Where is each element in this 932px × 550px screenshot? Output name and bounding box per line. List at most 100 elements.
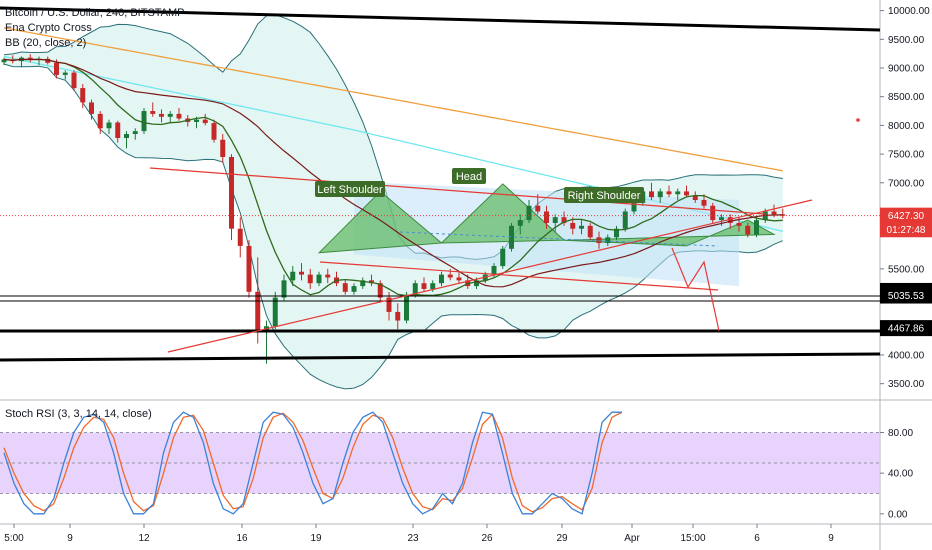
trendline-lower-black xyxy=(0,352,881,362)
price-tag: 6427.30 xyxy=(888,211,925,222)
stoch-tick-label: 80.00 xyxy=(888,428,913,439)
label-head[interactable]: Head xyxy=(456,171,482,183)
price-tick-label: 10000.00 xyxy=(888,6,930,17)
candle-body xyxy=(649,191,654,198)
price-tick-label: 4000.00 xyxy=(888,350,925,361)
label-left-shoulder[interactable]: Left Shoulder xyxy=(317,184,383,196)
price-tick-label: 7000.00 xyxy=(888,178,925,189)
candle-body xyxy=(517,220,523,226)
candle-body xyxy=(316,274,322,284)
ema-long xyxy=(3,58,783,288)
price-tag-bg xyxy=(880,320,932,337)
time-tick-label: 15:00 xyxy=(680,533,705,544)
price-tag-bg xyxy=(880,221,932,238)
label-head-bg xyxy=(452,168,486,184)
neckline-dashed xyxy=(399,231,719,247)
candle-body xyxy=(500,248,506,266)
candle-body xyxy=(684,191,689,196)
candle-body xyxy=(666,191,672,195)
candle-body xyxy=(421,283,427,289)
candle-body xyxy=(430,283,436,289)
label-left-shoulder-bg xyxy=(315,181,385,197)
trendline-red-lower xyxy=(319,261,719,291)
marker-dot xyxy=(856,118,860,122)
time-tick-label: 16 xyxy=(236,533,248,544)
candle-body xyxy=(474,280,479,287)
price-tick-label: 5500.00 xyxy=(888,264,925,275)
candle-body xyxy=(194,119,199,122)
stoch-rsi-title[interactable]: Stoch RSI (3, 3, 14, 14, close) xyxy=(5,408,152,420)
candle-body xyxy=(211,123,217,140)
candle-body xyxy=(342,283,348,292)
time-tick-label: 12 xyxy=(138,533,150,544)
candle-body xyxy=(71,72,77,89)
candle-body xyxy=(526,205,532,221)
price-tick-label: 3500.00 xyxy=(888,379,925,390)
candle-body xyxy=(509,225,514,249)
time-tick-label: 29 xyxy=(556,533,568,544)
candle-body xyxy=(745,225,751,235)
candle-body xyxy=(272,297,278,327)
indicator-ena-crypto-cross[interactable]: Ena Crypto Cross xyxy=(5,22,92,34)
candle-body xyxy=(62,72,68,75)
chart-legend: Bitcoin / U.S. Dollar, 240, BITSTAMP Ena… xyxy=(5,6,185,51)
price-tick-label: 9000.00 xyxy=(888,64,925,75)
candle-body xyxy=(675,191,681,195)
candle-body xyxy=(150,111,156,114)
left-shoulder-triangle xyxy=(317,190,443,254)
candle-body xyxy=(360,280,366,287)
candle-body xyxy=(97,113,103,129)
price-tag: 01:27:48 xyxy=(887,225,926,236)
time-tick-label: 5:00 xyxy=(4,533,24,544)
candle-body xyxy=(246,245,252,292)
price-tag: 4467.86 xyxy=(888,324,925,335)
time-tick-label: 23 xyxy=(407,533,419,544)
price-tick-label: 9500.00 xyxy=(888,35,925,46)
stoch-d-line xyxy=(3,411,623,513)
candle-body xyxy=(412,283,418,295)
stoch-k-line xyxy=(3,411,622,515)
candle-body xyxy=(281,280,287,298)
ema-short xyxy=(3,58,783,297)
candle-body xyxy=(491,266,497,275)
candle-body xyxy=(447,274,453,278)
candle-body xyxy=(159,113,164,117)
symbol-title[interactable]: Bitcoin / U.S. Dollar, 240, BITSTAMP xyxy=(5,7,185,19)
candle-body xyxy=(115,122,121,139)
stoch-tick-label: 0.00 xyxy=(888,509,908,520)
candle-body xyxy=(561,217,567,223)
time-tick-label: Apr xyxy=(624,533,640,544)
time-tick-label: 9 xyxy=(67,533,73,544)
candle-body xyxy=(622,211,628,229)
candle-body xyxy=(605,237,611,244)
trendline-red-upper xyxy=(149,167,766,215)
candle-body xyxy=(176,113,182,119)
candle-body xyxy=(45,58,51,63)
trendline-upper-black xyxy=(0,6,881,32)
candle-body xyxy=(719,217,724,221)
candle-body xyxy=(544,211,549,223)
candle-body xyxy=(80,88,86,103)
head-triangle xyxy=(440,183,566,244)
price-tag-bg xyxy=(880,287,932,304)
candle-body xyxy=(325,274,331,278)
price-tick-label: 8000.00 xyxy=(888,121,925,132)
candle-body xyxy=(1,59,7,63)
ma-orange xyxy=(3,27,783,172)
candle-body xyxy=(727,217,733,223)
time-tick-label: 6 xyxy=(754,533,760,544)
candle-body xyxy=(255,291,261,332)
candle-body xyxy=(587,225,593,238)
candle-body xyxy=(552,217,558,223)
candle-body xyxy=(290,271,296,281)
candle-body xyxy=(456,277,462,281)
candle-body xyxy=(535,205,541,212)
time-tick-label: 9 xyxy=(828,533,834,544)
label-right-shoulder[interactable]: Right Shoulder xyxy=(568,190,641,202)
candle-body xyxy=(377,283,383,298)
label-right-shoulder-bg xyxy=(564,187,644,203)
indicator-bollinger-bands[interactable]: BB (20, close, 2) xyxy=(5,37,87,49)
candle-body xyxy=(27,57,33,60)
